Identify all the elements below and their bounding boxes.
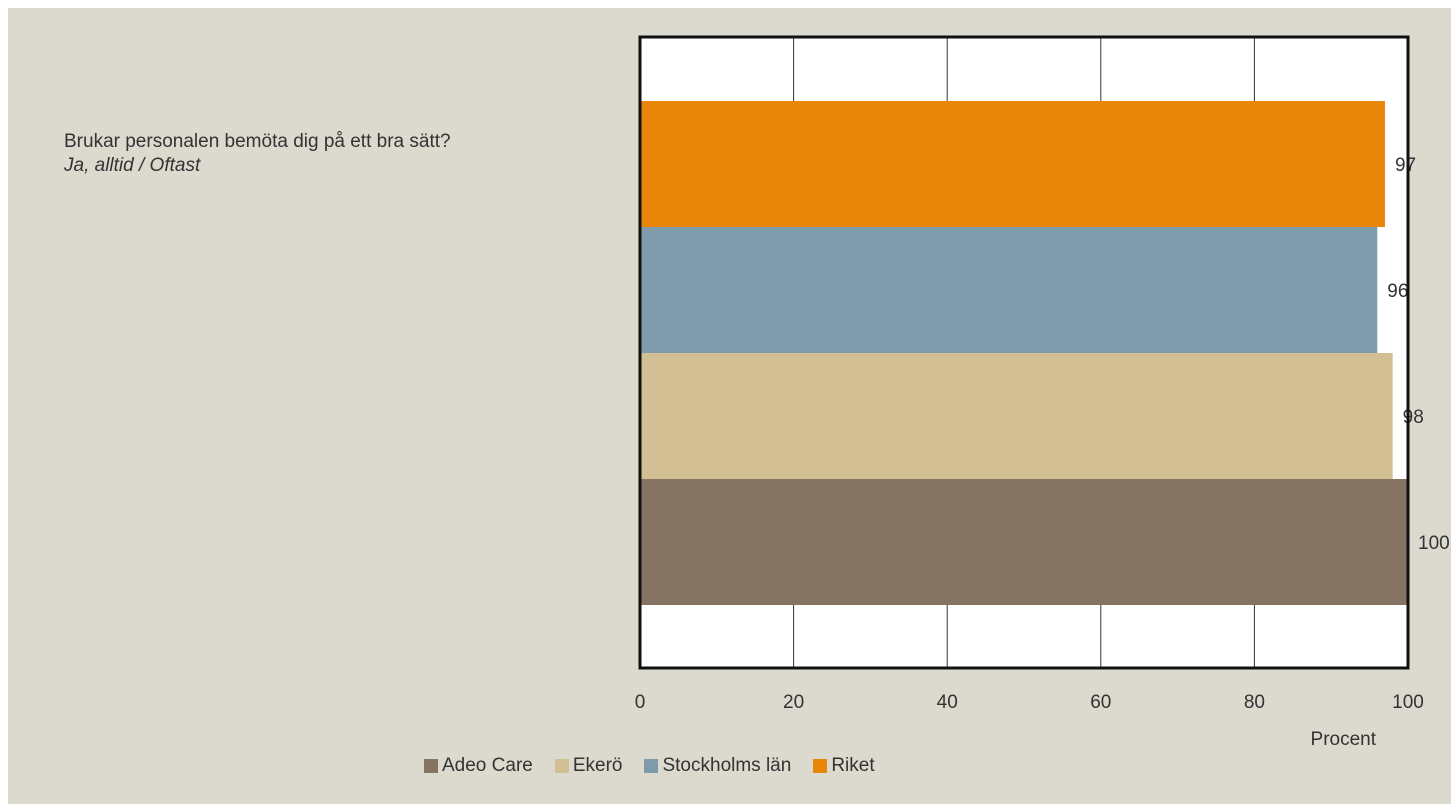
legend-item: Adeo Care bbox=[424, 755, 533, 777]
legend-item: Ekerö bbox=[554, 755, 623, 777]
x-tick-label: 100 bbox=[1392, 692, 1424, 713]
bar-eker- bbox=[640, 353, 1393, 479]
bar-riket bbox=[640, 101, 1385, 227]
bar-value-label: 100 bbox=[1418, 533, 1450, 554]
legend-item: Riket bbox=[813, 755, 875, 777]
chart-legend: Adeo Care Ekerö Stockholms län Riket bbox=[424, 755, 897, 777]
x-tick-label: 0 bbox=[635, 692, 646, 713]
legend-label: Riket bbox=[831, 755, 875, 776]
legend-label: Ekerö bbox=[572, 755, 623, 776]
question-answer-option: Ja, alltid / Oftast bbox=[64, 155, 201, 176]
legend-swatch bbox=[644, 759, 659, 773]
x-axis-label: Procent bbox=[1311, 729, 1377, 750]
bar-adeo-care bbox=[640, 479, 1408, 605]
legend-swatch bbox=[554, 759, 569, 773]
bar-stockholms-l-n bbox=[640, 227, 1378, 353]
bar-value-label: 98 bbox=[1403, 407, 1424, 428]
legend-swatch bbox=[813, 759, 828, 773]
legend-label: Stockholms län bbox=[662, 755, 792, 776]
legend-item: Stockholms län bbox=[644, 755, 791, 777]
bar-value-label: 97 bbox=[1395, 155, 1416, 176]
x-tick-label: 80 bbox=[1244, 692, 1265, 713]
x-tick-label: 60 bbox=[1090, 692, 1111, 713]
question-title: Brukar personalen bemöta dig på ett bra … bbox=[64, 131, 451, 152]
plot-frame bbox=[638, 35, 1410, 670]
x-tick-label: 40 bbox=[937, 692, 958, 713]
legend-label: Adeo Care bbox=[442, 755, 533, 776]
x-tick-label: 20 bbox=[783, 692, 804, 713]
question-text-block: Brukar personalen bemöta dig på ett bra … bbox=[64, 130, 544, 178]
legend-swatch bbox=[424, 759, 438, 773]
bar-value-label: 96 bbox=[1387, 281, 1408, 302]
